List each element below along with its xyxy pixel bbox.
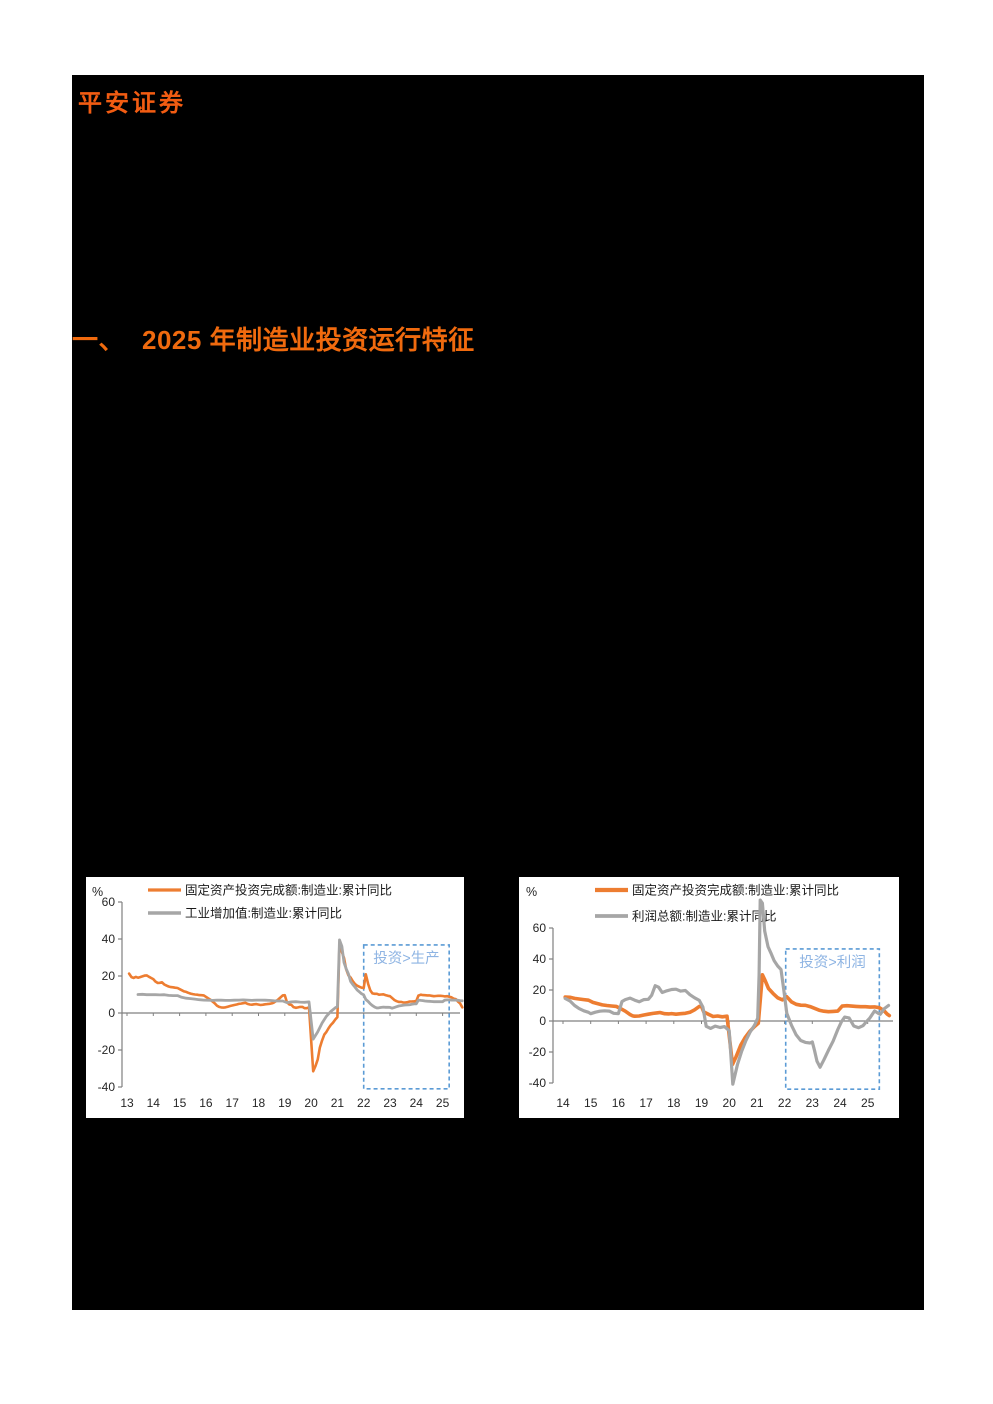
x-tick-label: 16 bbox=[199, 1096, 213, 1110]
x-tick-label: 19 bbox=[695, 1096, 709, 1110]
annotation-label: 投资>生产 bbox=[373, 950, 439, 967]
x-tick-label: 13 bbox=[120, 1096, 134, 1110]
series-line-0 bbox=[127, 942, 464, 1073]
chart-panel bbox=[86, 877, 464, 1118]
x-tick-label: 24 bbox=[833, 1096, 847, 1110]
chart-svg: 60 40 20 0 -20 -40 14 15 16 17 18 19 20 21 22 23 24 25% 固定… bbox=[519, 877, 899, 1118]
series-line-1 bbox=[563, 898, 891, 1086]
series-line-1 bbox=[136, 938, 464, 1041]
x-tick-label: 21 bbox=[331, 1096, 345, 1110]
x-tick-label: 25 bbox=[861, 1096, 875, 1110]
section-heading-title: 2025 年制造业投资运行特征 bbox=[142, 325, 475, 355]
x-tick-label: 17 bbox=[639, 1096, 653, 1110]
x-tick-label: 15 bbox=[173, 1096, 187, 1110]
chart-panel bbox=[519, 877, 899, 1118]
y-tick-label: 0 bbox=[539, 1014, 546, 1028]
y-tick-label: 60 bbox=[102, 895, 116, 909]
legend-label: 工业增加值:制造业:累计同比 bbox=[185, 906, 342, 921]
y-tick-label: -40 bbox=[98, 1080, 116, 1094]
chart-svg: 60 40 20 0 -20 -40 13 14 15 16 17 18 19 20 21 22 23 24 25%… bbox=[86, 877, 464, 1118]
chart-investment-vs-production: 60 40 20 0 -20 -40 13 14 15 16 17 18 19 20 21 22 23 24 25%… bbox=[86, 877, 464, 1118]
x-tick-label: 15 bbox=[584, 1096, 598, 1110]
x-tick-label: 16 bbox=[612, 1096, 626, 1110]
legend-label: 固定资产投资完成额:制造业:累计同比 bbox=[632, 883, 839, 898]
y-tick-label: 20 bbox=[102, 969, 116, 983]
annotation-box bbox=[362, 944, 450, 1090]
chart-investment-vs-profit: 60 40 20 0 -20 -40 14 15 16 17 18 19 20 21 22 23 24 25% 固定… bbox=[519, 877, 899, 1118]
x-tick-label: 20 bbox=[304, 1096, 318, 1110]
annotation-box bbox=[784, 948, 881, 1090]
x-tick-label: 14 bbox=[556, 1096, 570, 1110]
annotation-label: 投资>利润 bbox=[799, 954, 865, 971]
x-tick-label: 17 bbox=[226, 1096, 240, 1110]
brand-logo: 平安证券 bbox=[78, 90, 186, 117]
y-axis-unit-label: % bbox=[526, 885, 537, 899]
y-tick-label: -40 bbox=[529, 1076, 547, 1090]
y-tick-label: 40 bbox=[102, 932, 116, 946]
x-tick-label: 19 bbox=[278, 1096, 292, 1110]
x-tick-label: 23 bbox=[806, 1096, 820, 1110]
x-tick-label: 22 bbox=[778, 1096, 792, 1110]
x-tick-label: 25 bbox=[436, 1096, 450, 1110]
content-area bbox=[72, 75, 924, 1310]
x-tick-label: 21 bbox=[750, 1096, 764, 1110]
y-tick-label: 60 bbox=[533, 921, 547, 935]
y-tick-label: -20 bbox=[529, 1045, 547, 1059]
section-heading-index: 一、 bbox=[72, 325, 126, 355]
y-tick-label: -20 bbox=[98, 1043, 116, 1057]
x-tick-label: 22 bbox=[357, 1096, 371, 1110]
x-tick-label: 18 bbox=[667, 1096, 681, 1110]
section-heading: 一、 2025 年制造业投资运行特征 bbox=[72, 320, 475, 357]
x-tick-label: 20 bbox=[723, 1096, 737, 1110]
y-axis-unit-label: % bbox=[92, 885, 103, 899]
y-tick-label: 20 bbox=[533, 983, 547, 997]
x-tick-label: 24 bbox=[410, 1096, 424, 1110]
y-tick-label: 0 bbox=[108, 1006, 115, 1020]
x-tick-label: 23 bbox=[383, 1096, 397, 1110]
y-tick-label: 40 bbox=[533, 952, 547, 966]
legend-label: 利润总额:制造业:累计同比 bbox=[632, 910, 776, 924]
x-tick-label: 18 bbox=[252, 1096, 266, 1110]
x-tick-label: 14 bbox=[147, 1096, 161, 1110]
legend-label: 固定资产投资完成额:制造业:累计同比 bbox=[185, 883, 392, 898]
series-line-0 bbox=[563, 973, 892, 1067]
